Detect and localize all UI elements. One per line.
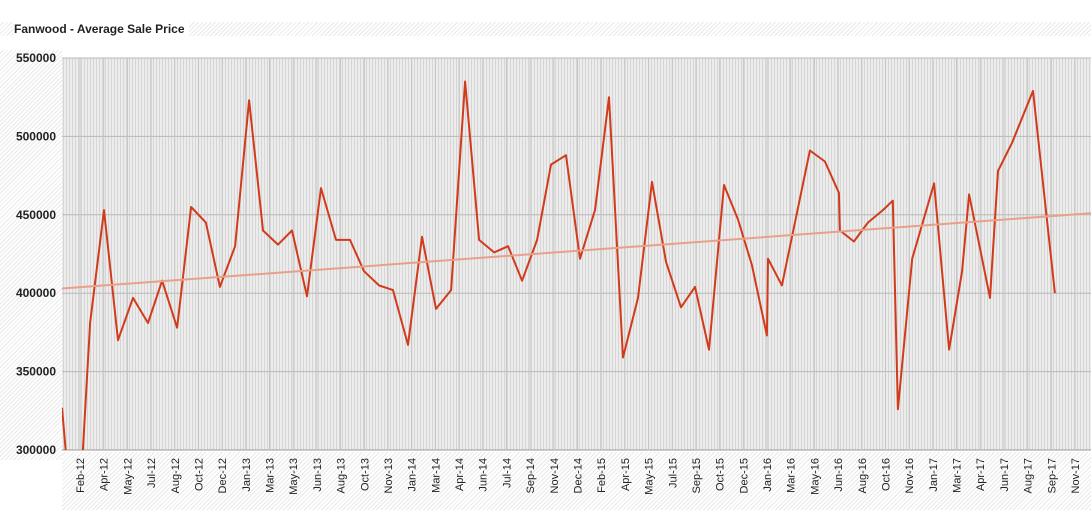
x-tick-label: Feb-12 bbox=[75, 458, 87, 493]
x-tick-label: Dec-14 bbox=[573, 458, 585, 493]
x-tick-label: Nov-17 bbox=[1070, 458, 1082, 493]
chart-title: Fanwood - Average Sale Price bbox=[14, 22, 189, 36]
x-tick-label: Sep-15 bbox=[691, 458, 703, 493]
x-tick-label: Jul-12 bbox=[146, 458, 158, 488]
x-tick-label: Sep-17 bbox=[1046, 458, 1058, 493]
y-tick-label: 500000 bbox=[16, 129, 56, 143]
x-tick-label: Apr-14 bbox=[454, 458, 466, 491]
x-tick-label: Mar-13 bbox=[265, 458, 277, 493]
x-tick-label: Aug-12 bbox=[170, 458, 182, 493]
x-tick-label: Dec-12 bbox=[217, 458, 229, 493]
y-tick-label: 400000 bbox=[16, 286, 56, 300]
x-tick-label: May-16 bbox=[809, 458, 821, 495]
y-tick-label: 450000 bbox=[16, 208, 56, 222]
x-tick-label: Oct-13 bbox=[359, 458, 371, 491]
x-tick-label: Aug-13 bbox=[336, 458, 348, 493]
trend-line bbox=[62, 212, 1091, 290]
x-tick-label: May-12 bbox=[122, 458, 134, 495]
x-tick-label: Jun-13 bbox=[312, 458, 324, 492]
x-tick-label: Apr-12 bbox=[99, 458, 111, 491]
y-tick-label: 350000 bbox=[16, 365, 56, 379]
x-tick-label: Jul-14 bbox=[501, 458, 513, 488]
x-tick-label: Sep-14 bbox=[525, 458, 537, 493]
x-tick-label: Mar-14 bbox=[430, 458, 442, 493]
x-tick-label: Jan-17 bbox=[928, 458, 940, 492]
price-series-line bbox=[62, 80, 1056, 450]
y-tick-label: 550000 bbox=[16, 51, 56, 65]
title-bar bbox=[0, 22, 1091, 36]
x-tick-label: Feb-15 bbox=[596, 458, 608, 493]
x-tick-label: Nov-16 bbox=[904, 458, 916, 493]
x-tick-label: Nov-14 bbox=[549, 458, 561, 493]
x-tick-label: Jul-15 bbox=[667, 458, 679, 488]
x-tick-label: Nov-13 bbox=[383, 458, 395, 493]
x-tick-label: Mar-17 bbox=[952, 458, 964, 493]
x-tick-label: Mar-16 bbox=[786, 458, 798, 493]
x-tick-label: Jan-16 bbox=[762, 458, 774, 492]
x-tick-label: Oct-16 bbox=[880, 458, 892, 491]
x-tick-label: Oct-15 bbox=[715, 458, 727, 491]
x-tick-label: Jun-16 bbox=[833, 458, 845, 492]
x-tick-label: Jan-14 bbox=[407, 458, 419, 492]
x-tick-label: May-13 bbox=[288, 458, 300, 495]
x-tick-label: Jun-17 bbox=[999, 458, 1011, 492]
x-tick-label: Dec-15 bbox=[738, 458, 750, 493]
y-tick-label: 300000 bbox=[16, 443, 56, 457]
x-tick-label: Apr-15 bbox=[620, 458, 632, 491]
x-tick-label: Oct-12 bbox=[193, 458, 205, 491]
x-tick-label: May-15 bbox=[644, 458, 656, 495]
x-axis-area bbox=[62, 452, 1091, 510]
x-tick-label: Jun-14 bbox=[478, 458, 490, 492]
x-tick-label: Aug-17 bbox=[1023, 458, 1035, 493]
x-tick-label: Apr-17 bbox=[975, 458, 987, 491]
plot-area bbox=[62, 58, 1091, 450]
y-axis-area bbox=[0, 50, 62, 460]
x-tick-label: Jan-13 bbox=[241, 458, 253, 492]
x-tick-label: Aug-16 bbox=[857, 458, 869, 493]
